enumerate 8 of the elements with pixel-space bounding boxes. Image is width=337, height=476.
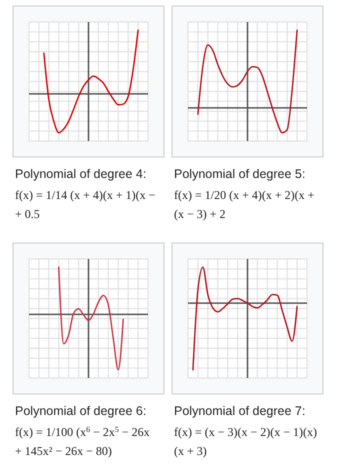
text: f(x) = 1/100 (x$^{6}$ − 2x$^{5}$ − 26x + 145x² − 26x − 80) (15, 424, 150, 458)
text: f(x) = (x − 3)(x − 2)(x − 1)(x) (x + 3) (174, 425, 318, 458)
text: Polynomial of degree 6: (15, 404, 146, 418)
text: f(x) = 1/14 (x + 4)(x + 1)(x − + 0.5 (15, 188, 156, 221)
text: Polynomial of degree 7: (174, 404, 306, 418)
text: Polynomial of degree 5: (174, 167, 306, 181)
text: f(x) = 1/20 (x + 4)(x + 2)(x + (x − 3) + 2 (174, 188, 315, 221)
text: Polynomial of degree 4: (15, 167, 146, 181)
